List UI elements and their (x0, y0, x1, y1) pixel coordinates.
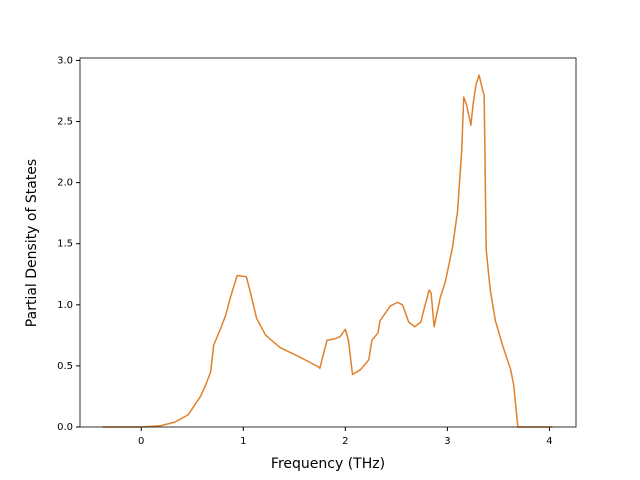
x-axis-label: Frequency (THz) (271, 456, 385, 472)
y-tick-label: 1.0 (57, 300, 73, 311)
y-axis-label: Partial Density of States (24, 159, 40, 327)
x-tick-label: 3 (444, 436, 450, 447)
y-tick-label: 3.0 (57, 55, 73, 66)
x-tick-label: 0 (138, 436, 144, 447)
x-tick-label: 4 (546, 436, 552, 447)
y-tick-label: 2.5 (57, 117, 73, 128)
data-line (102, 74, 553, 428)
y-tick-label: 2.0 (57, 178, 73, 189)
plot-frame (79, 57, 577, 428)
y-tick-label: 1.5 (57, 239, 73, 250)
x-tick-label: 2 (342, 436, 348, 447)
x-tick-label: 1 (240, 436, 246, 447)
y-tick-label: 0.5 (57, 361, 73, 372)
y-tick-label: 0.0 (57, 422, 73, 433)
